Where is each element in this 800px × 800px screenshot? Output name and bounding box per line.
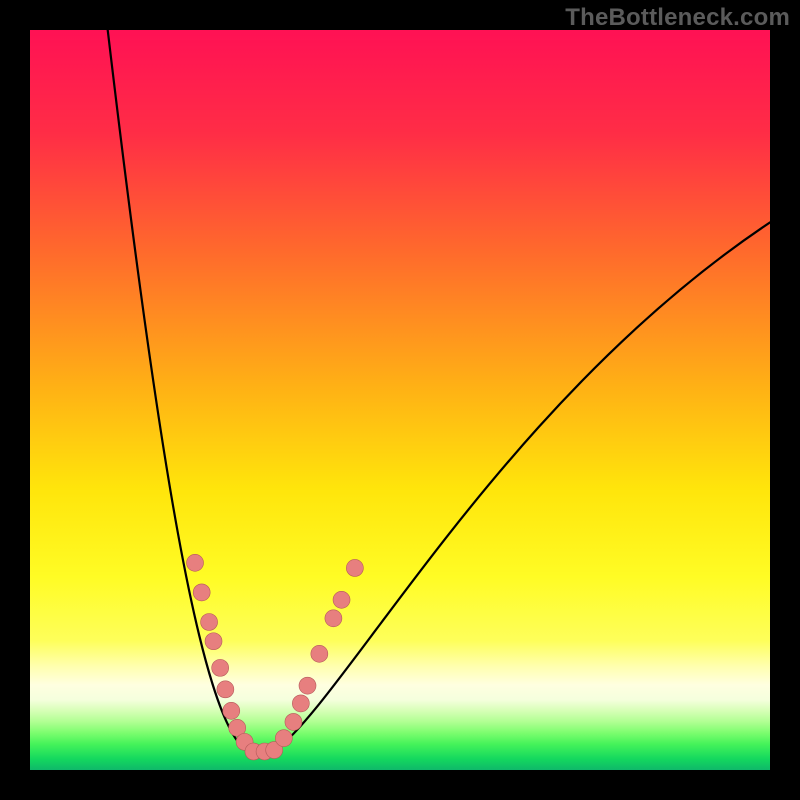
marker-dot	[217, 681, 234, 698]
marker-dot	[292, 695, 309, 712]
marker-dot	[325, 610, 342, 627]
marker-dot	[333, 591, 350, 608]
marker-dot	[187, 554, 204, 571]
marker-dot	[205, 633, 222, 650]
marker-dot	[285, 713, 302, 730]
marker-dot	[299, 677, 316, 694]
marker-dot	[346, 559, 363, 576]
marker-dot	[201, 614, 218, 631]
marker-dot	[311, 645, 328, 662]
plot-background	[30, 30, 770, 770]
marker-dot	[193, 584, 210, 601]
marker-dot	[275, 730, 292, 747]
marker-dot	[223, 702, 240, 719]
marker-dot	[212, 659, 229, 676]
chart-stage: TheBottleneck.com	[0, 0, 800, 800]
chart-svg	[0, 0, 800, 800]
